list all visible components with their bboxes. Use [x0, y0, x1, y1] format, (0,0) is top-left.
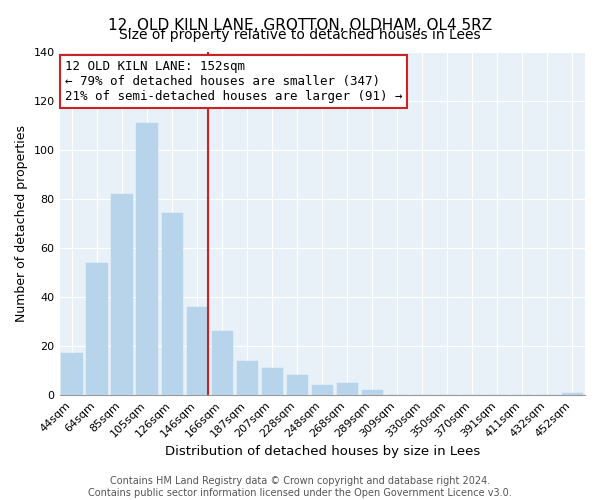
Bar	[236, 360, 258, 395]
Text: 12 OLD KILN LANE: 152sqm
← 79% of detached houses are smaller (347)
21% of semi-: 12 OLD KILN LANE: 152sqm ← 79% of detach…	[65, 60, 402, 103]
Bar	[86, 262, 108, 395]
Text: Size of property relative to detached houses in Lees: Size of property relative to detached ho…	[119, 28, 481, 42]
Bar	[161, 214, 183, 395]
Bar	[362, 390, 383, 395]
Y-axis label: Number of detached properties: Number of detached properties	[15, 125, 28, 322]
Bar	[112, 194, 133, 395]
Bar	[287, 376, 308, 395]
Bar	[212, 332, 233, 395]
Bar	[262, 368, 283, 395]
Bar	[136, 122, 158, 395]
X-axis label: Distribution of detached houses by size in Lees: Distribution of detached houses by size …	[164, 444, 480, 458]
Bar	[187, 306, 208, 395]
Bar	[311, 386, 333, 395]
Bar	[337, 383, 358, 395]
Bar	[562, 392, 583, 395]
Text: 12, OLD KILN LANE, GROTTON, OLDHAM, OL4 5RZ: 12, OLD KILN LANE, GROTTON, OLDHAM, OL4 …	[108, 18, 492, 32]
Bar	[61, 354, 83, 395]
Text: Contains HM Land Registry data © Crown copyright and database right 2024.
Contai: Contains HM Land Registry data © Crown c…	[88, 476, 512, 498]
